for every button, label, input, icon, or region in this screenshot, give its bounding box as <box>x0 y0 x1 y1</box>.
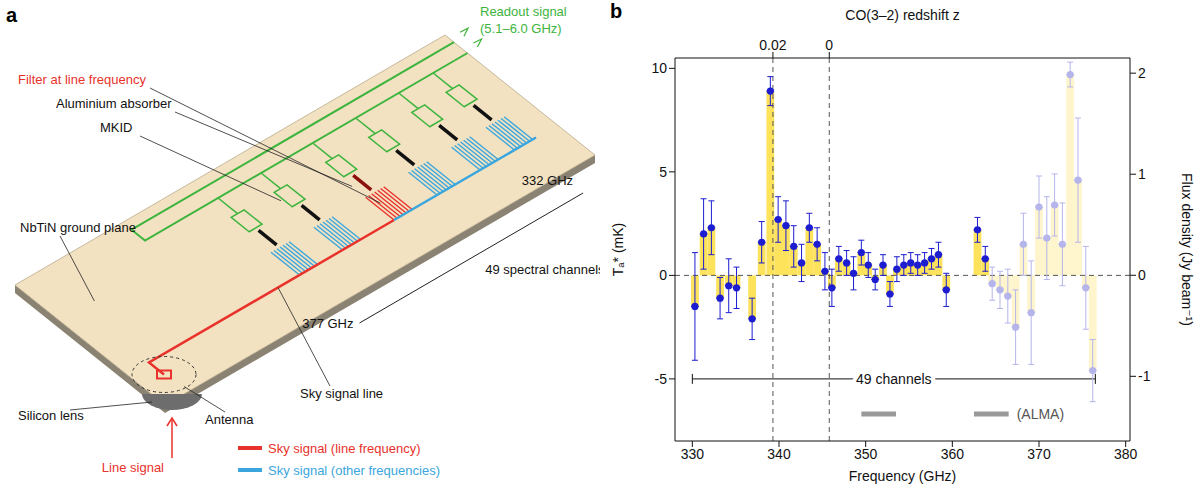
svg-text:350: 350 <box>854 446 878 462</box>
svg-text:0.02: 0.02 <box>759 37 786 53</box>
svg-text:a: a <box>8 4 18 26</box>
svg-text:1: 1 <box>1138 166 1146 182</box>
svg-text:49 channels: 49 channels <box>856 371 932 387</box>
svg-text:(5.1–6.0 GHz): (5.1–6.0 GHz) <box>480 21 562 36</box>
svg-text:Line signal: Line signal <box>102 460 164 475</box>
svg-text:332 GHz: 332 GHz <box>522 173 573 188</box>
svg-text:330: 330 <box>681 446 705 462</box>
svg-text:Frequency (GHz): Frequency (GHz) <box>849 468 956 484</box>
svg-text:(ALMA): (ALMA) <box>1017 406 1064 422</box>
svg-text:0: 0 <box>1138 267 1146 283</box>
svg-text:360: 360 <box>941 446 965 462</box>
svg-text:380: 380 <box>1114 446 1138 462</box>
svg-text:-1: -1 <box>1138 368 1151 384</box>
svg-text:340: 340 <box>767 446 791 462</box>
svg-text:Antenna: Antenna <box>205 412 254 427</box>
svg-text:Aluminium absorber: Aluminium absorber <box>56 96 172 111</box>
svg-text:Flux density (Jy beam⁻¹): Flux density (Jy beam⁻¹) <box>1179 173 1192 326</box>
svg-text:Silicon lens: Silicon lens <box>18 408 84 423</box>
svg-text:0: 0 <box>825 37 833 53</box>
svg-text:Sky signal (other frequencies): Sky signal (other frequencies) <box>268 463 440 478</box>
svg-text:2: 2 <box>1138 65 1146 81</box>
svg-text:377 GHz: 377 GHz <box>302 316 353 331</box>
svg-text:Readout signal: Readout signal <box>480 4 567 19</box>
svg-text:Filter at line frequency: Filter at line frequency <box>18 72 146 87</box>
svg-text:5: 5 <box>659 164 667 180</box>
svg-text:Sky signal (line frequency): Sky signal (line frequency) <box>268 441 420 456</box>
svg-text:10: 10 <box>651 60 667 76</box>
svg-text:Tₐ* (mK): Tₐ* (mK) <box>610 223 626 276</box>
svg-text:49 spectral channels: 49 spectral channels <box>485 262 600 277</box>
svg-text:0: 0 <box>659 267 667 283</box>
svg-text:CO(3–2) redshift z: CO(3–2) redshift z <box>845 7 959 23</box>
svg-text:Sky signal line: Sky signal line <box>300 386 383 401</box>
svg-text:NbTiN ground plane: NbTiN ground plane <box>20 220 136 235</box>
svg-text:370: 370 <box>1027 446 1051 462</box>
svg-text:MKID: MKID <box>100 120 133 135</box>
html-text:b: b <box>610 0 623 22</box>
svg-text:-5: -5 <box>655 371 668 387</box>
